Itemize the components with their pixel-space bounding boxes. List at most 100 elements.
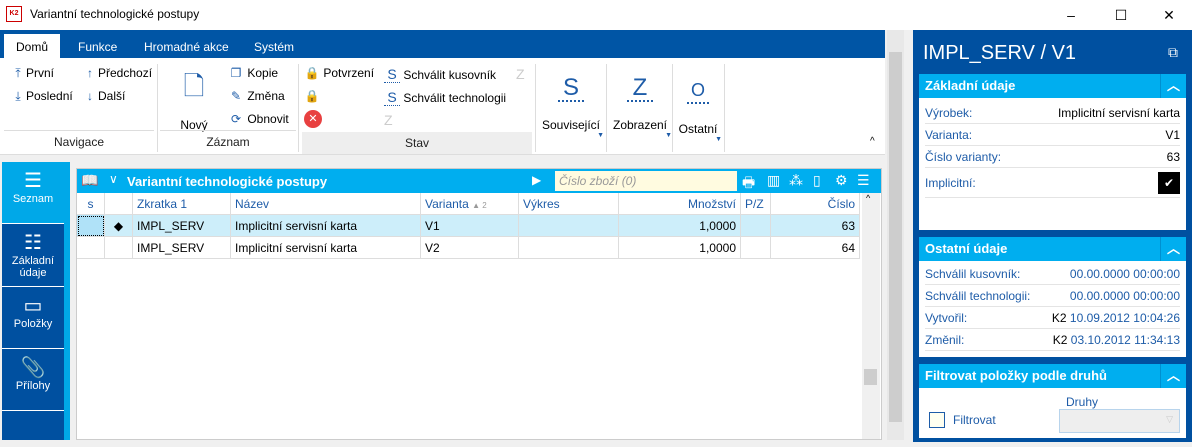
- filter-checkbox[interactable]: [929, 412, 945, 428]
- cell-vykres[interactable]: [519, 215, 619, 237]
- next-button[interactable]: ↓ Další: [82, 89, 125, 103]
- dropdown-arrow-icon: ▼: [715, 136, 722, 143]
- tab-funkce[interactable]: Funkce: [78, 40, 118, 54]
- cancel-icon[interactable]: ✕: [304, 110, 322, 128]
- collapse-icon[interactable]: ︿: [1160, 237, 1186, 261]
- chart-icon[interactable]: ▥: [767, 172, 781, 188]
- sidebar-item-prilohy[interactable]: 📎 Přílohy: [2, 349, 64, 411]
- last-button[interactable]: ⤓ Poslední: [10, 89, 72, 104]
- dropdown-arrow-icon: ▼: [597, 132, 604, 139]
- arrow-up-icon: ↑: [87, 66, 93, 80]
- col-mnozstvi[interactable]: Množství: [619, 193, 741, 215]
- cell-pz[interactable]: [741, 237, 771, 259]
- cell-marker[interactable]: [105, 237, 133, 259]
- cell-mnozstvi[interactable]: 1,0000: [619, 237, 741, 259]
- s-icon: S: [384, 89, 400, 106]
- print-icon[interactable]: 🖶: [742, 174, 756, 190]
- copy-button[interactable]: ❐ Kopie: [228, 66, 278, 80]
- col-marker[interactable]: [105, 193, 133, 215]
- first-button[interactable]: ⤒ První: [10, 66, 54, 81]
- tab-domu[interactable]: Domů: [4, 34, 61, 58]
- minimize-button[interactable]: –: [1067, 7, 1075, 23]
- s-icon: S: [558, 76, 584, 102]
- cell-nazev[interactable]: Implicitní servisní karta: [231, 215, 421, 237]
- collapse-icon[interactable]: ︿: [1160, 364, 1186, 388]
- sidebar-item-zakladni-udaje[interactable]: ☷ Základní údaje: [2, 224, 64, 287]
- field-vytvoril: Vytvořil: K2 10.09.2012 10:04:26: [925, 307, 1180, 329]
- book-icon[interactable]: 📖: [81, 172, 99, 188]
- tab-system[interactable]: Systém: [254, 40, 295, 54]
- grid-scrollbar[interactable]: ^: [862, 193, 880, 439]
- popout-icon[interactable]: ⧉: [1168, 44, 1178, 60]
- checkmark-icon[interactable]: ✔: [1158, 172, 1180, 194]
- close-button[interactable]: ✕: [1163, 7, 1175, 23]
- col-s[interactable]: s: [77, 193, 105, 215]
- section-header[interactable]: Filtrovat položky podle druhů ︿: [919, 364, 1186, 388]
- ostatni-button[interactable]: O Ostatní ▼: [674, 78, 722, 143]
- approve-tech-button[interactable]: S Schválit technologii: [384, 89, 506, 106]
- table-row[interactable]: ◆ IMPL_SERV Implicitní servisní karta V1 1,0…: [77, 215, 860, 237]
- druhy-select[interactable]: ▽: [1059, 409, 1180, 433]
- collapse-icon[interactable]: ︿: [1160, 74, 1186, 98]
- tab-hromadne-akce[interactable]: Hromadné akce: [144, 40, 229, 54]
- unlock-button[interactable]: 🔒: [304, 89, 320, 103]
- druhy-label: Druhy: [1066, 395, 1099, 409]
- col-varianta[interactable]: Varianta ▲ 2: [421, 193, 519, 215]
- scrollbar-thumb[interactable]: [889, 52, 902, 422]
- cell-zkratka[interactable]: IMPL_SERV: [133, 237, 231, 259]
- field-implicitni: Implicitní: ✔: [925, 168, 1180, 198]
- z-disabled-icon: Z: [516, 66, 525, 82]
- col-pz[interactable]: P/Z: [741, 193, 771, 215]
- scroll-up-icon[interactable]: ^: [866, 193, 871, 203]
- col-nazev[interactable]: Název: [231, 193, 421, 215]
- col-zkratka[interactable]: Zkratka 1: [133, 193, 231, 215]
- section-basic: Základní údaje ︿ Výrobek: Implicitní servi…: [919, 74, 1186, 230]
- cell-zkratka[interactable]: IMPL_SERV: [133, 215, 231, 237]
- collapse-ribbon-icon[interactable]: ^: [870, 136, 875, 147]
- cell-s[interactable]: [77, 215, 105, 237]
- menu-icon[interactable]: ☰: [857, 172, 870, 188]
- sidebar-item-seznam[interactable]: ☰ Seznam: [2, 162, 64, 224]
- gear-icon[interactable]: ⚙: [835, 172, 848, 188]
- new-button[interactable]: 🗋 Nový: [172, 68, 216, 132]
- sidebar-item-polozky[interactable]: ▭ Položky: [2, 287, 64, 349]
- table-row[interactable]: IMPL_SERV Implicitní servisní karta V2 1,00…: [77, 237, 860, 259]
- cell-varianta[interactable]: V1: [421, 215, 519, 237]
- cell-marker[interactable]: ◆: [105, 215, 133, 237]
- approve-bom-button[interactable]: S Schválit kusovník: [384, 66, 496, 83]
- section-header[interactable]: Ostatní údaje ︿: [919, 237, 1186, 261]
- section-other: Ostatní údaje ︿ Schválil kusovník: 00.00.0…: [919, 237, 1186, 357]
- columns-icon[interactable]: ▯: [813, 172, 821, 188]
- cell-mnozstvi[interactable]: 1,0000: [619, 215, 741, 237]
- cell-vykres[interactable]: [519, 237, 619, 259]
- lock-icon: 🔒: [304, 66, 320, 80]
- refresh-button[interactable]: ⟳ Obnovit: [228, 112, 289, 126]
- detail-title: IMPL_SERV / V1: [923, 42, 1077, 64]
- column-headers: s Zkratka 1 Název Varianta ▲ 2 Výkres Mn…: [77, 193, 860, 215]
- ribbon: ⤒ První ⤓ Poslední ↑ Předchozí ↓ Další Navig…: [0, 58, 885, 155]
- cell-s[interactable]: [77, 237, 105, 259]
- field-cislo-varianty: Číslo varianty: 63: [925, 146, 1180, 168]
- search-input[interactable]: Číslo zboží (0): [555, 171, 737, 191]
- pencil-icon: ✎: [230, 89, 242, 103]
- chevron-down-icon[interactable]: ∨: [109, 172, 118, 186]
- field-zmenil: Změnil: K2 03.10.2012 11:34:13: [925, 329, 1180, 351]
- section-header[interactable]: Základní údaje ︿: [919, 74, 1186, 98]
- scrollbar-thumb[interactable]: [864, 369, 877, 385]
- col-cislo[interactable]: Číslo: [771, 193, 860, 215]
- play-icon[interactable]: ▶: [532, 173, 542, 187]
- souvisejici-button[interactable]: S Související ▼: [538, 76, 604, 140]
- edit-button[interactable]: ✎ Změna: [228, 89, 285, 103]
- cell-cislo[interactable]: 63: [771, 215, 860, 237]
- cell-cislo[interactable]: 64: [771, 237, 860, 259]
- cell-varianta[interactable]: V2: [421, 237, 519, 259]
- col-vykres[interactable]: Výkres: [519, 193, 619, 215]
- s-icon: S: [384, 66, 400, 83]
- cell-pz[interactable]: [741, 215, 771, 237]
- hierarchy-icon[interactable]: ⁂: [789, 172, 803, 188]
- cell-nazev[interactable]: Implicitní servisní karta: [231, 237, 421, 259]
- previous-button[interactable]: ↑ Předchozí: [82, 66, 152, 80]
- zobrazeni-button[interactable]: Z Zobrazení ▼: [608, 76, 672, 140]
- maximize-button[interactable]: ☐: [1114, 7, 1128, 23]
- confirm-button[interactable]: 🔒 Potvrzení: [304, 66, 375, 80]
